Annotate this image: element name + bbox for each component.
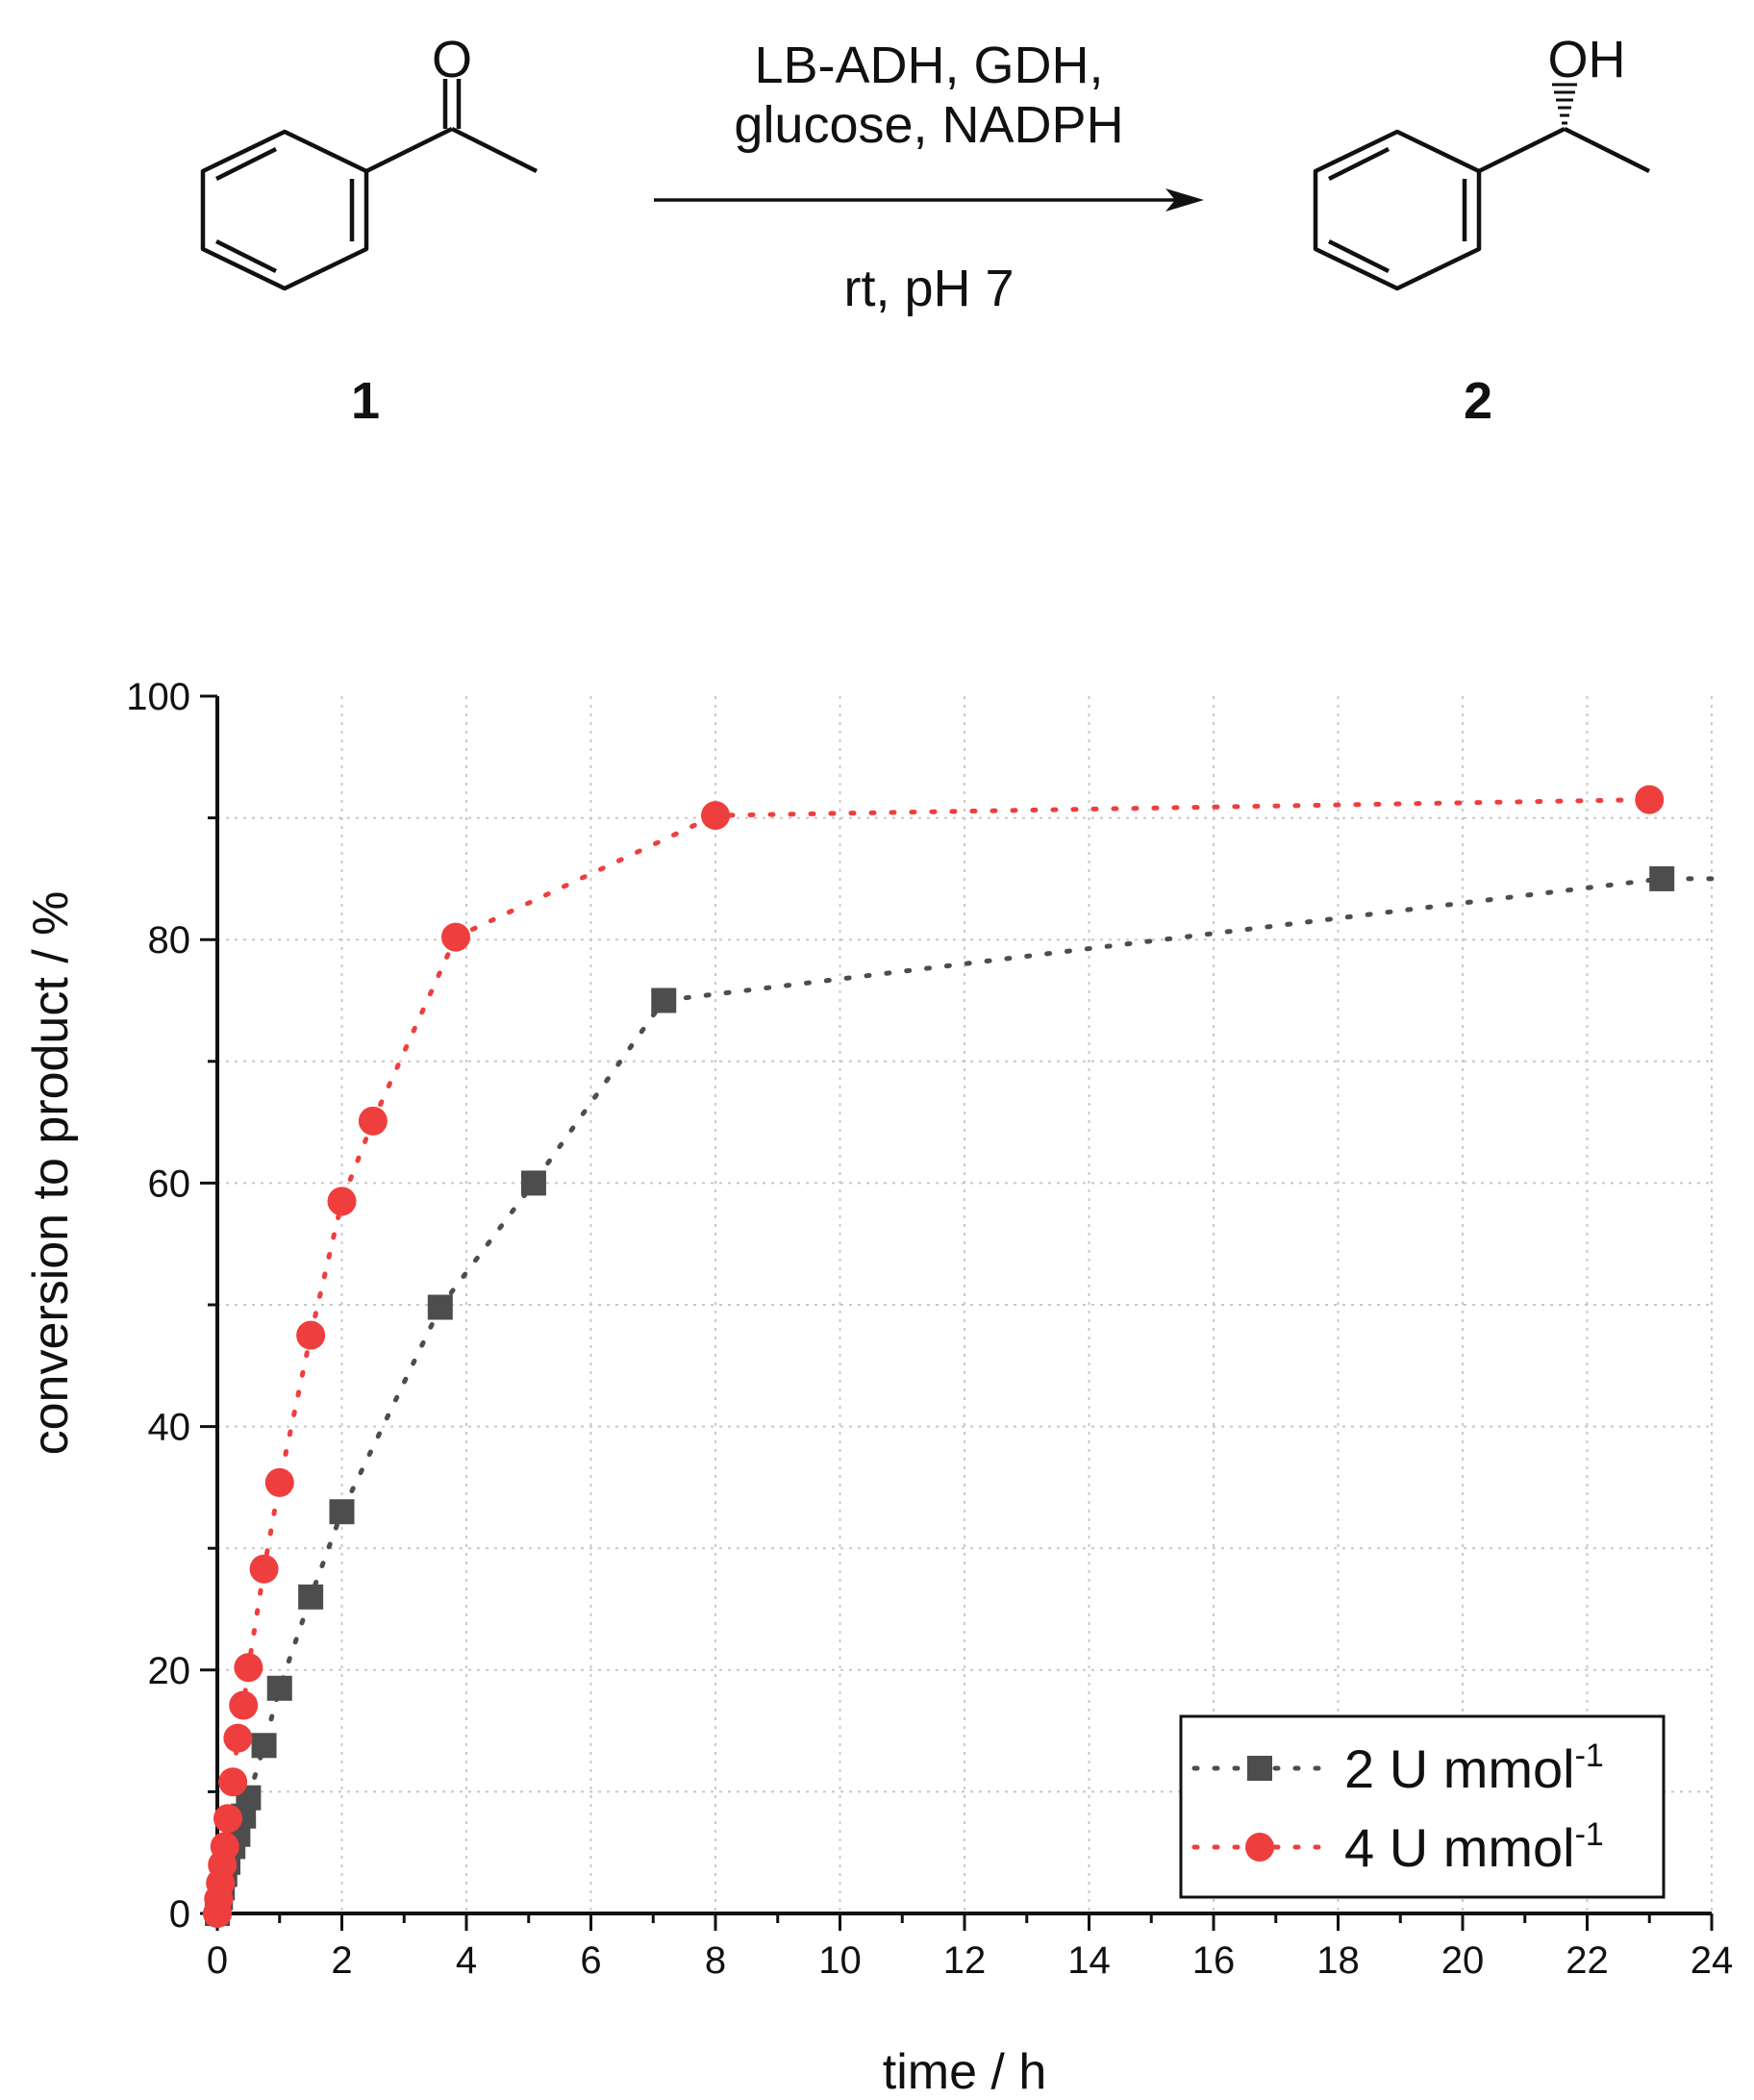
x-tick-label: 8 <box>705 1939 726 1982</box>
legend-marker <box>1245 1833 1274 1862</box>
x-axis-title: time / h <box>883 2044 1047 2100</box>
y-tick-label: 80 <box>148 919 191 962</box>
data-point <box>651 988 677 1013</box>
data-point <box>427 1294 453 1320</box>
y-tick-label: 20 <box>148 1650 191 1692</box>
grid <box>217 696 1713 1913</box>
data-point <box>440 922 470 952</box>
x-tick-label: 0 <box>207 1939 228 1982</box>
x-tick-label: 16 <box>1192 1939 1236 1982</box>
x-tick-label: 20 <box>1441 1939 1485 1982</box>
reaction-arrow <box>654 188 1204 212</box>
data-point <box>327 1187 357 1216</box>
data-point <box>234 1653 263 1683</box>
product-structure <box>1313 126 1651 291</box>
legend-label-superscript: -1 <box>1575 1816 1604 1853</box>
series <box>203 785 1715 1928</box>
product-label: 2 <box>1464 372 1492 430</box>
legend-item: 2 U mmol-1 <box>1191 1738 1604 1799</box>
y-tick-label: 40 <box>148 1407 191 1449</box>
legend: 2 U mmol-1 4 U mmol-1 <box>1179 1714 1666 1899</box>
series-2 <box>203 785 1665 1928</box>
data-point <box>223 1723 253 1753</box>
x-tick-label: 14 <box>1067 1939 1111 1982</box>
legend-box <box>1179 1714 1666 1899</box>
conditions-below: rt, pH 7 <box>843 260 1014 317</box>
data-point <box>218 1767 248 1797</box>
data-point <box>329 1499 355 1525</box>
carbonyl-oxygen-label: O <box>432 31 472 88</box>
data-point <box>229 1690 259 1720</box>
reaction-scheme: O LB-ADH, GDH, glucose, NADPH rt, pH 7 O… <box>200 31 1651 430</box>
reactant-structure <box>200 79 539 291</box>
x-tick-label: 12 <box>943 1939 987 1982</box>
y-axis-title: conversion to product / % <box>23 891 79 1456</box>
data-point <box>298 1584 324 1610</box>
x-tick-label: 18 <box>1316 1939 1360 1982</box>
data-point <box>520 1170 546 1196</box>
data-point <box>266 1675 292 1701</box>
x-tick-label: 2 <box>331 1939 352 1982</box>
y-tick-label: 100 <box>126 676 190 718</box>
legend-label: 2 U mmol-1 <box>1344 1738 1604 1799</box>
x-tick-label: 10 <box>818 1939 862 1982</box>
conditions-line1: LB-ADH, GDH, <box>754 37 1103 94</box>
reactant-label: 1 <box>351 372 380 430</box>
legend-item: 4 U mmol-1 <box>1191 1816 1604 1878</box>
legend-label: 4 U mmol-1 <box>1344 1816 1604 1878</box>
y-tick-label: 0 <box>169 1893 190 1936</box>
hydroxyl-label: OH <box>1548 31 1626 88</box>
hashed-wedge-bond <box>1552 83 1577 125</box>
data-point <box>251 1733 277 1759</box>
data-point <box>296 1320 326 1350</box>
data-point <box>249 1554 279 1584</box>
x-tick-label: 22 <box>1566 1939 1609 1982</box>
data-point <box>701 801 730 831</box>
legend-marker <box>1247 1756 1272 1781</box>
data-point <box>1635 785 1665 814</box>
x-tick-label: 4 <box>456 1939 477 1982</box>
x-tick-label: 6 <box>580 1939 601 1982</box>
data-point <box>213 1804 243 1834</box>
y-tick-label: 60 <box>148 1162 191 1205</box>
data-point <box>358 1106 388 1136</box>
data-point <box>1649 865 1675 891</box>
data-point <box>210 1832 239 1862</box>
conditions-line2: glucose, NADPH <box>734 96 1123 154</box>
data-point <box>264 1467 294 1497</box>
legend-label-superscript: -1 <box>1575 1738 1604 1774</box>
x-tick-label: 24 <box>1691 1939 1734 1982</box>
